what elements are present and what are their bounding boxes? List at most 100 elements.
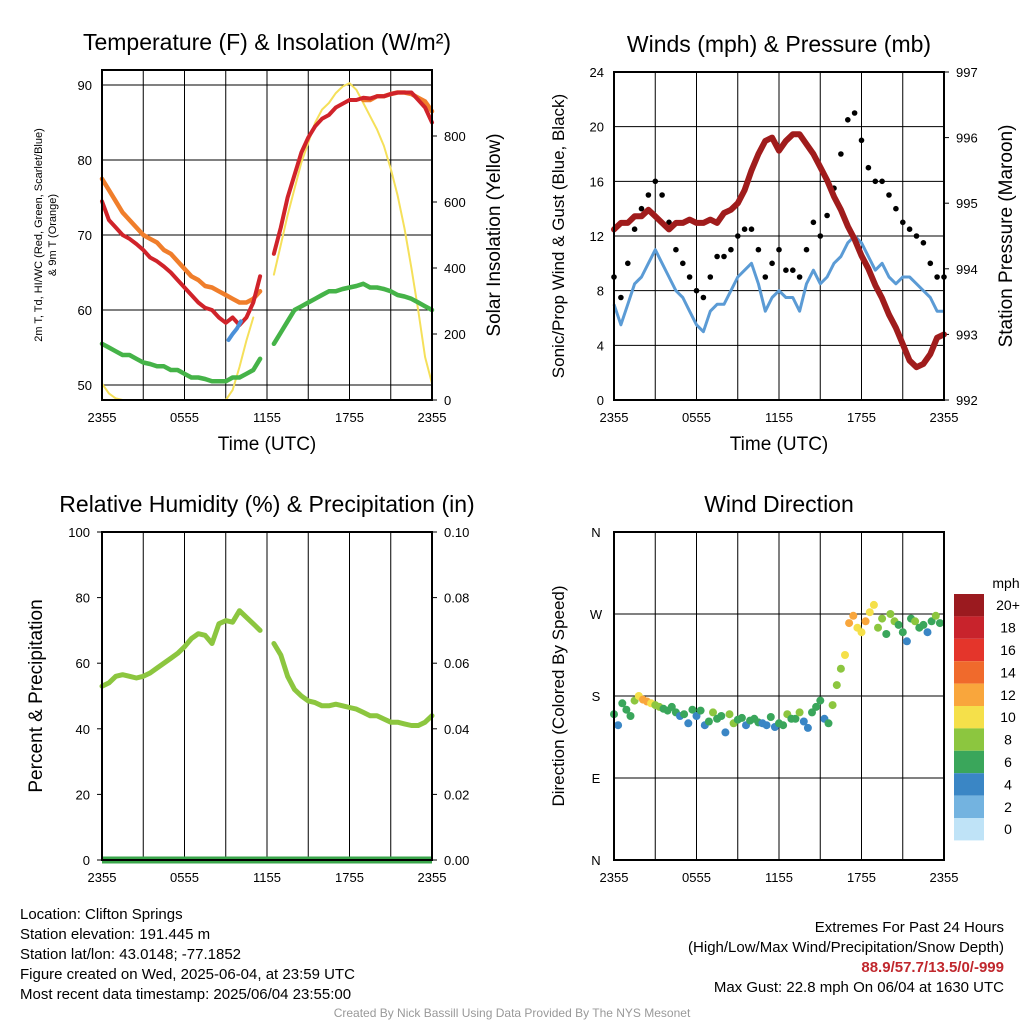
legend-swatch — [954, 728, 984, 751]
y2-tick-label: 0.02 — [444, 787, 469, 802]
direction-point — [779, 721, 788, 730]
gust-point — [693, 287, 700, 294]
y-tick-label: 70 — [78, 228, 92, 243]
station-info: Location: Clifton Springs Station elevat… — [20, 905, 355, 1005]
y2-tick-label: 200 — [444, 327, 466, 342]
gust-point — [934, 274, 940, 280]
y-tick-label: 0 — [83, 853, 90, 868]
max-gust: Max Gust: 22.8 mph On 06/04 at 1630 UTC — [713, 979, 1004, 996]
series-line-2m-t — [100, 90, 434, 327]
legend-label: 12 — [1000, 687, 1016, 703]
gust-point — [673, 246, 679, 253]
y-tick-label: 12 — [590, 229, 604, 244]
gust-point — [872, 178, 879, 185]
x-axis-label: Time (UTC) — [218, 434, 317, 455]
direction-point — [919, 620, 928, 629]
direction-point — [717, 712, 726, 720]
gust-point — [851, 110, 858, 116]
y2-tick-label: 992 — [956, 393, 978, 408]
y-tick-label: 4 — [597, 338, 604, 353]
y-tick-label: 60 — [76, 656, 90, 671]
direction-point — [725, 710, 734, 719]
y2-axis-label: Solar Insolation (Yellow) — [484, 133, 505, 336]
x-tick-label: 1755 — [847, 870, 876, 885]
direction-point — [799, 717, 808, 726]
legend-title: mph — [992, 575, 1019, 591]
y2-tick-label: 995 — [956, 196, 978, 211]
gust-point — [700, 294, 707, 301]
x-tick-label: 2355 — [88, 870, 117, 885]
y2-tick-label: 997 — [956, 65, 978, 80]
y2-axis-label: Station Pressure (Maroon) — [996, 125, 1017, 348]
direction-point — [927, 617, 936, 626]
direction-point — [898, 628, 907, 637]
direction-point — [869, 600, 878, 609]
direction-point — [832, 681, 841, 690]
gust-point — [638, 205, 645, 212]
recent-timestamp: Most recent data timestamp: 2025/06/04 2… — [20, 986, 352, 1003]
y-tick-label: W — [590, 607, 603, 622]
y-axis-label: 2m T, Td, HI/WC (Red, Green, Scarlet/Blu… — [33, 128, 45, 342]
gust-point — [631, 226, 638, 232]
direction-point — [824, 719, 833, 728]
y-tick-label: 20 — [76, 787, 90, 802]
direction-point — [622, 705, 631, 714]
direction-point — [803, 723, 812, 732]
series-line-relative-humidity — [99, 608, 435, 728]
y2-tick-label: 993 — [956, 327, 978, 342]
legend-swatch — [954, 616, 984, 639]
station-latlon: Station lat/lon: 43.0148; -77.1852 — [20, 946, 242, 963]
legend-label: 2 — [1004, 799, 1012, 815]
direction-point — [894, 620, 903, 629]
y2-tick-label: 600 — [444, 195, 466, 210]
gust-point — [686, 274, 693, 280]
gust-point — [748, 226, 755, 232]
x-tick-label: 2355 — [600, 870, 629, 885]
gust-point — [858, 137, 865, 144]
x-tick-label: 2355 — [418, 410, 447, 425]
gust-point — [714, 253, 720, 260]
panel-title: Relative Humidity (%) & Precipitation (i… — [59, 491, 474, 517]
gust-point — [845, 117, 851, 123]
y-axis-label: Direction (Colored By Speed) — [549, 585, 568, 806]
y-tick-label: 0 — [597, 393, 604, 408]
y-tick-label: 80 — [76, 591, 90, 606]
legend-swatch — [954, 594, 984, 617]
x-tick-label: 2355 — [418, 870, 447, 885]
direction-point — [737, 713, 746, 722]
gust-point — [886, 192, 892, 198]
direction-point — [688, 705, 697, 714]
x-tick-label: 1155 — [253, 870, 281, 885]
direction-point — [812, 702, 821, 711]
gust-point — [728, 246, 734, 253]
legend-label: 20+ — [996, 597, 1020, 613]
x-tick-label: 0555 — [170, 410, 199, 425]
station-location: Location: Clifton Springs — [20, 906, 183, 923]
gust-point — [810, 219, 817, 226]
gust-point — [625, 260, 631, 267]
y2-tick-label: 0.08 — [444, 591, 469, 606]
x-tick-label: 0555 — [682, 410, 711, 425]
y-tick-label: S — [592, 689, 601, 704]
y-tick-label: 60 — [78, 303, 92, 318]
x-axis-label: Time (UTC) — [730, 434, 829, 455]
direction-point — [886, 610, 895, 618]
series-line-wind — [612, 234, 944, 334]
legend-label: 18 — [1000, 620, 1016, 636]
gust-point — [762, 274, 769, 280]
gust-point — [838, 151, 844, 157]
direction-point — [816, 696, 825, 705]
direction-point — [857, 628, 866, 637]
x-tick-label: 0555 — [682, 870, 711, 885]
legend-label: 8 — [1004, 732, 1012, 748]
gust-point — [755, 246, 762, 253]
series-line-td — [99, 281, 435, 384]
y2-tick-label: 400 — [444, 261, 466, 276]
direction-point — [874, 623, 882, 632]
y2-tick-label: 994 — [956, 262, 978, 277]
direction-point — [626, 712, 635, 720]
gust-point — [776, 246, 782, 253]
direction-point — [614, 721, 623, 730]
gust-point — [824, 212, 830, 219]
